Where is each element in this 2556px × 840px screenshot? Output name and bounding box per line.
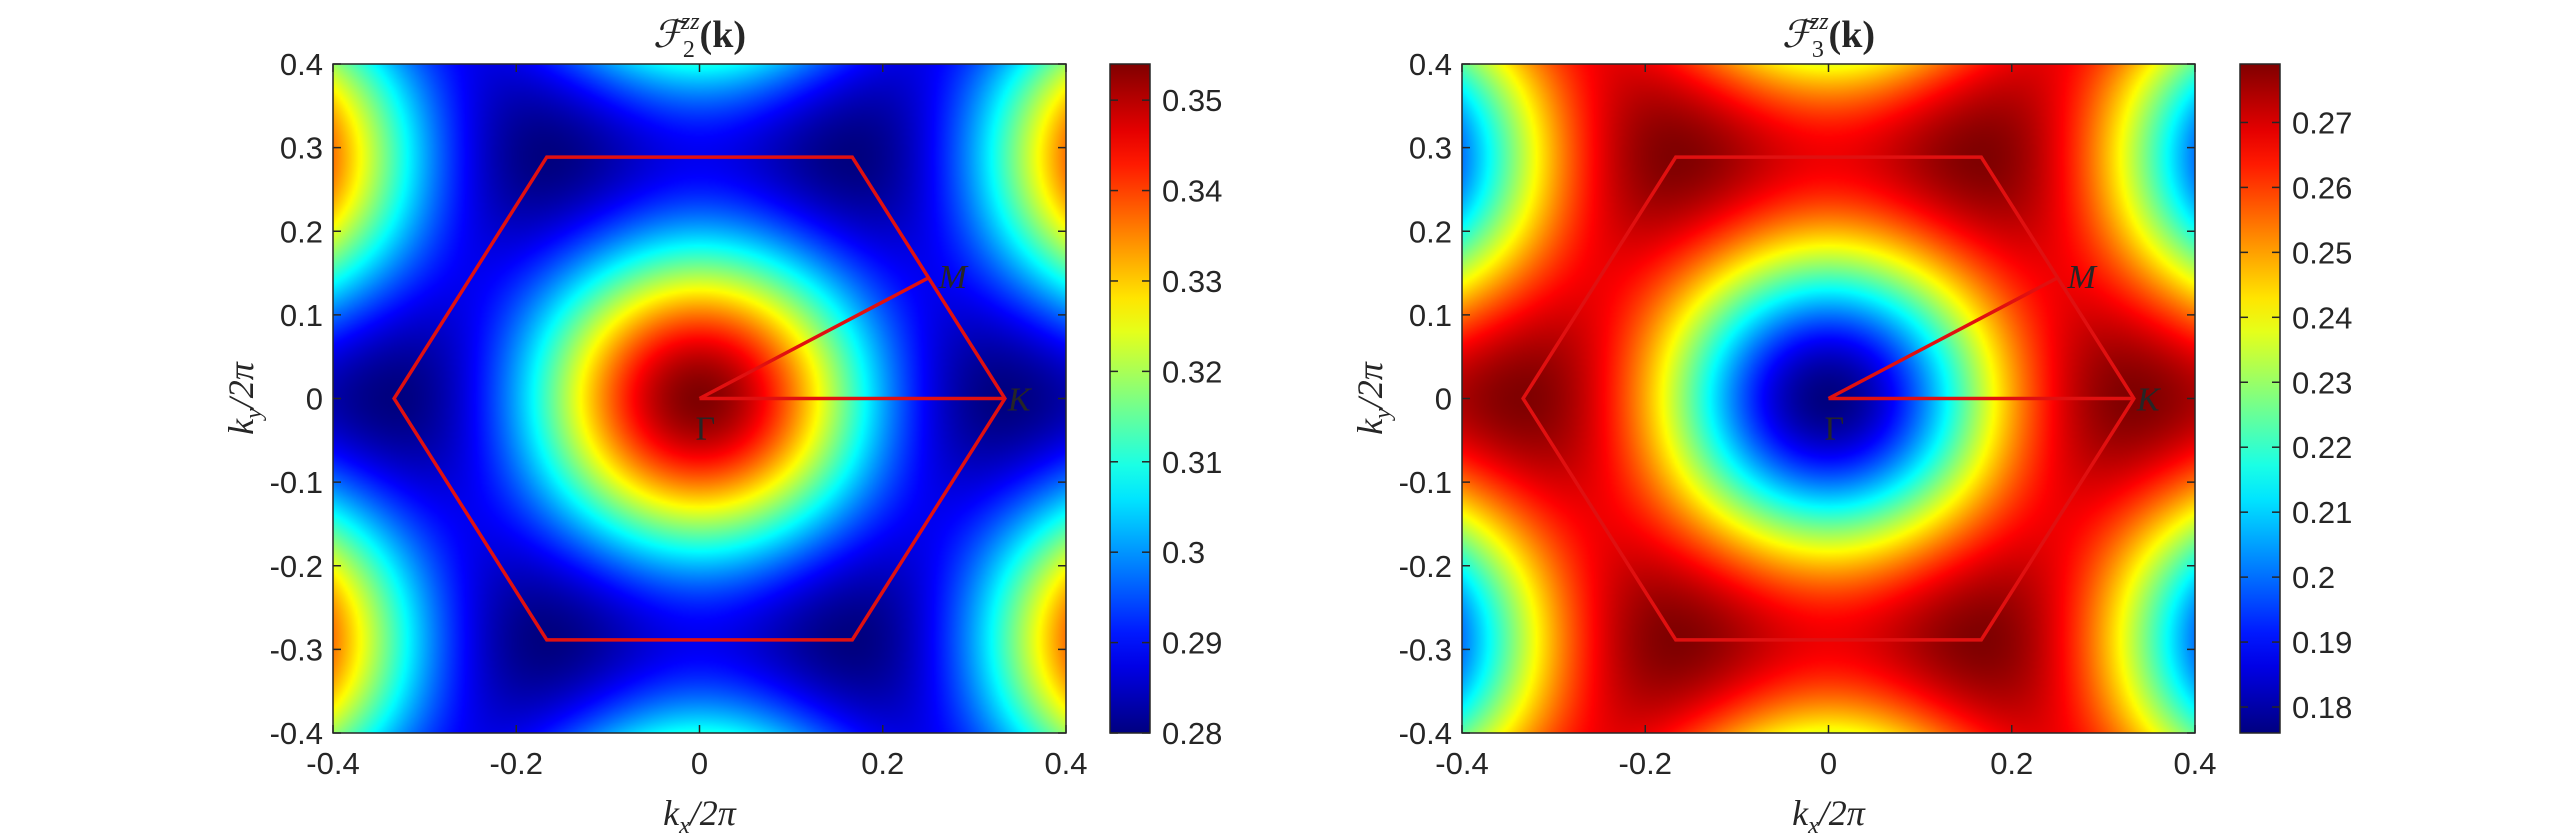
y-tick-label-1: 0.4 <box>280 47 323 82</box>
k-point-label-1: K <box>1007 382 1033 419</box>
x-tick-label-2: 0 <box>1820 746 1837 781</box>
y-tick-label-1: -0.2 <box>270 549 323 584</box>
colorbar-tick-label-2: 0.22 <box>2292 430 2352 465</box>
y-tick-label-2: 0.1 <box>1409 298 1452 333</box>
colorbar-tick-label-1: 0.28 <box>1162 716 1222 751</box>
x-tick-label-1: 0.2 <box>861 746 904 781</box>
y-tick-label-2: -0.2 <box>1399 549 1452 584</box>
colorbar-tick-label-2: 0.19 <box>2292 625 2352 660</box>
gamma-label-2: Γ <box>1825 411 1845 448</box>
chart-title-2: ℱ3zz(k) <box>1782 9 1875 63</box>
x-tick-label-2: -0.2 <box>1619 746 1672 781</box>
chart-title-1: ℱ2zz(k) <box>653 9 746 63</box>
colorbar-tick-label-1: 0.32 <box>1162 354 1222 389</box>
colorbar-1 <box>1109 63 1151 734</box>
m-point-label-2: M <box>2067 259 2098 296</box>
x-tick-label-1: 0 <box>691 746 708 781</box>
y-tick-label-2: -0.4 <box>1399 716 1452 751</box>
x-axis-label-2: kx/2π <box>1792 793 1866 839</box>
path-gamma-m-2 <box>1827 276 2059 401</box>
x-tick-label-2: -0.4 <box>1435 746 1488 781</box>
colorbar-tick-label-1: 0.33 <box>1162 264 1222 299</box>
colorbar-tick-label-2: 0.23 <box>2292 365 2352 400</box>
gamma-label-1: Γ <box>696 411 716 448</box>
y-tick-label-2: 0.2 <box>1409 214 1452 249</box>
x-tick-label-1: -0.4 <box>306 746 359 781</box>
brillouin-zone-2 <box>1521 155 2136 642</box>
y-tick-label-1: 0.3 <box>280 131 323 166</box>
m-point-label-1: M <box>938 259 969 296</box>
colorbar-tick-label-2: 0.24 <box>2292 300 2352 335</box>
colorbar-tick-label-2: 0.2 <box>2292 560 2335 595</box>
k-point-label-2: K <box>2136 382 2162 419</box>
colorbar-2 <box>2239 63 2281 734</box>
y-axis-label-1: ky/2π <box>221 361 267 435</box>
colorbar-tick-label-1: 0.31 <box>1162 445 1222 480</box>
y-tick-label-2: 0 <box>1435 382 1452 417</box>
colorbar-tick-label-1: 0.3 <box>1162 535 1205 570</box>
x-tick-label-1: -0.2 <box>490 746 543 781</box>
colorbar-tick-label-2: 0.21 <box>2292 495 2352 530</box>
x-tick-label-1: 0.4 <box>1044 746 1087 781</box>
colorbar-tick-label-2: 0.26 <box>2292 170 2352 205</box>
x-tick-label-2: 0.2 <box>1990 746 2033 781</box>
colorbar-tick-label-1: 0.34 <box>1162 174 1222 209</box>
y-tick-label-2: 0.4 <box>1409 47 1452 82</box>
y-tick-label-1: 0 <box>306 382 323 417</box>
colorbar-tick-label-1: 0.29 <box>1162 626 1222 661</box>
y-tick-label-2: -0.3 <box>1399 632 1452 667</box>
y-axis-label-2: ky/2π <box>1350 361 1396 435</box>
y-tick-label-2: 0.3 <box>1409 131 1452 166</box>
brillouin-zone-1 <box>392 155 1007 642</box>
colorbar-tick-label-2: 0.27 <box>2292 105 2352 140</box>
y-tick-label-1: 0.1 <box>280 298 323 333</box>
colorbar-tick-label-2: 0.18 <box>2292 690 2352 725</box>
x-axis-label-1: kx/2π <box>663 793 737 839</box>
colorbar-tick-label-2: 0.25 <box>2292 235 2352 270</box>
y-tick-label-1: 0.2 <box>280 214 323 249</box>
y-tick-label-1: -0.3 <box>270 632 323 667</box>
path-gamma-m-1 <box>698 276 930 401</box>
x-tick-label-2: 0.4 <box>2173 746 2216 781</box>
y-tick-label-1: -0.4 <box>270 716 323 751</box>
colorbar-tick-label-1: 0.35 <box>1162 83 1222 118</box>
y-tick-label-1: -0.1 <box>270 465 323 500</box>
y-tick-label-2: -0.1 <box>1399 465 1452 500</box>
